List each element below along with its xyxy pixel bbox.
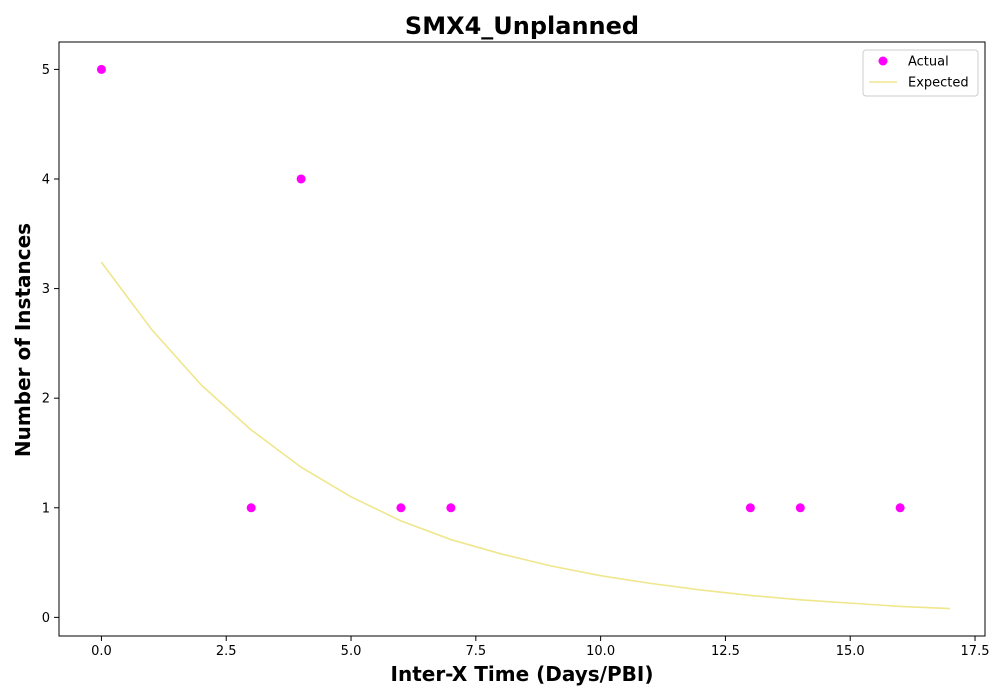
actual-point: [246, 503, 256, 513]
y-tick-label: 4: [42, 172, 50, 187]
y-tick-label: 1: [42, 501, 50, 516]
actual-point: [96, 64, 106, 74]
plot-frame: [58, 41, 986, 637]
x-tick-label: 0.0: [91, 644, 112, 659]
y-tick-label: 3: [42, 282, 50, 297]
x-tick-label: 2.5: [216, 644, 237, 659]
plot-area: 0.0 2.5 5.0 7.5 10.0 12.5 15.0 17.5 0 1 2 3 4 5: [42, 41, 990, 659]
x-tick-label: 12.5: [711, 644, 740, 659]
chart-title: SMX4_Unplanned: [405, 12, 639, 40]
x-tick-label: 15.0: [836, 644, 865, 659]
legend: Actual Expected: [862, 49, 979, 97]
actual-point: [396, 503, 406, 513]
x-axis-label: Inter-X Time (Days/PBI): [391, 662, 654, 686]
actual-point: [296, 174, 306, 184]
y-tick-label: 5: [42, 63, 50, 78]
legend-marker-actual: [878, 56, 888, 66]
y-tick-label: 2: [42, 392, 50, 407]
actual-point: [895, 503, 905, 513]
x-tick-label: 7.5: [465, 644, 486, 659]
y-tick-label: 0: [42, 611, 50, 626]
y-axis-label: Number of Instances: [11, 223, 35, 457]
legend-label: Actual: [908, 55, 949, 70]
actual-point: [795, 503, 805, 513]
x-tick-label: 10.0: [586, 644, 615, 659]
x-tick-label: 5.0: [341, 644, 362, 659]
legend-box: [862, 49, 979, 97]
expected-line: [100, 261, 951, 610]
x-tick-label: 17.5: [961, 644, 990, 659]
legend-label: Expected: [908, 76, 969, 91]
actual-point: [446, 503, 456, 513]
actual-point: [745, 503, 755, 513]
